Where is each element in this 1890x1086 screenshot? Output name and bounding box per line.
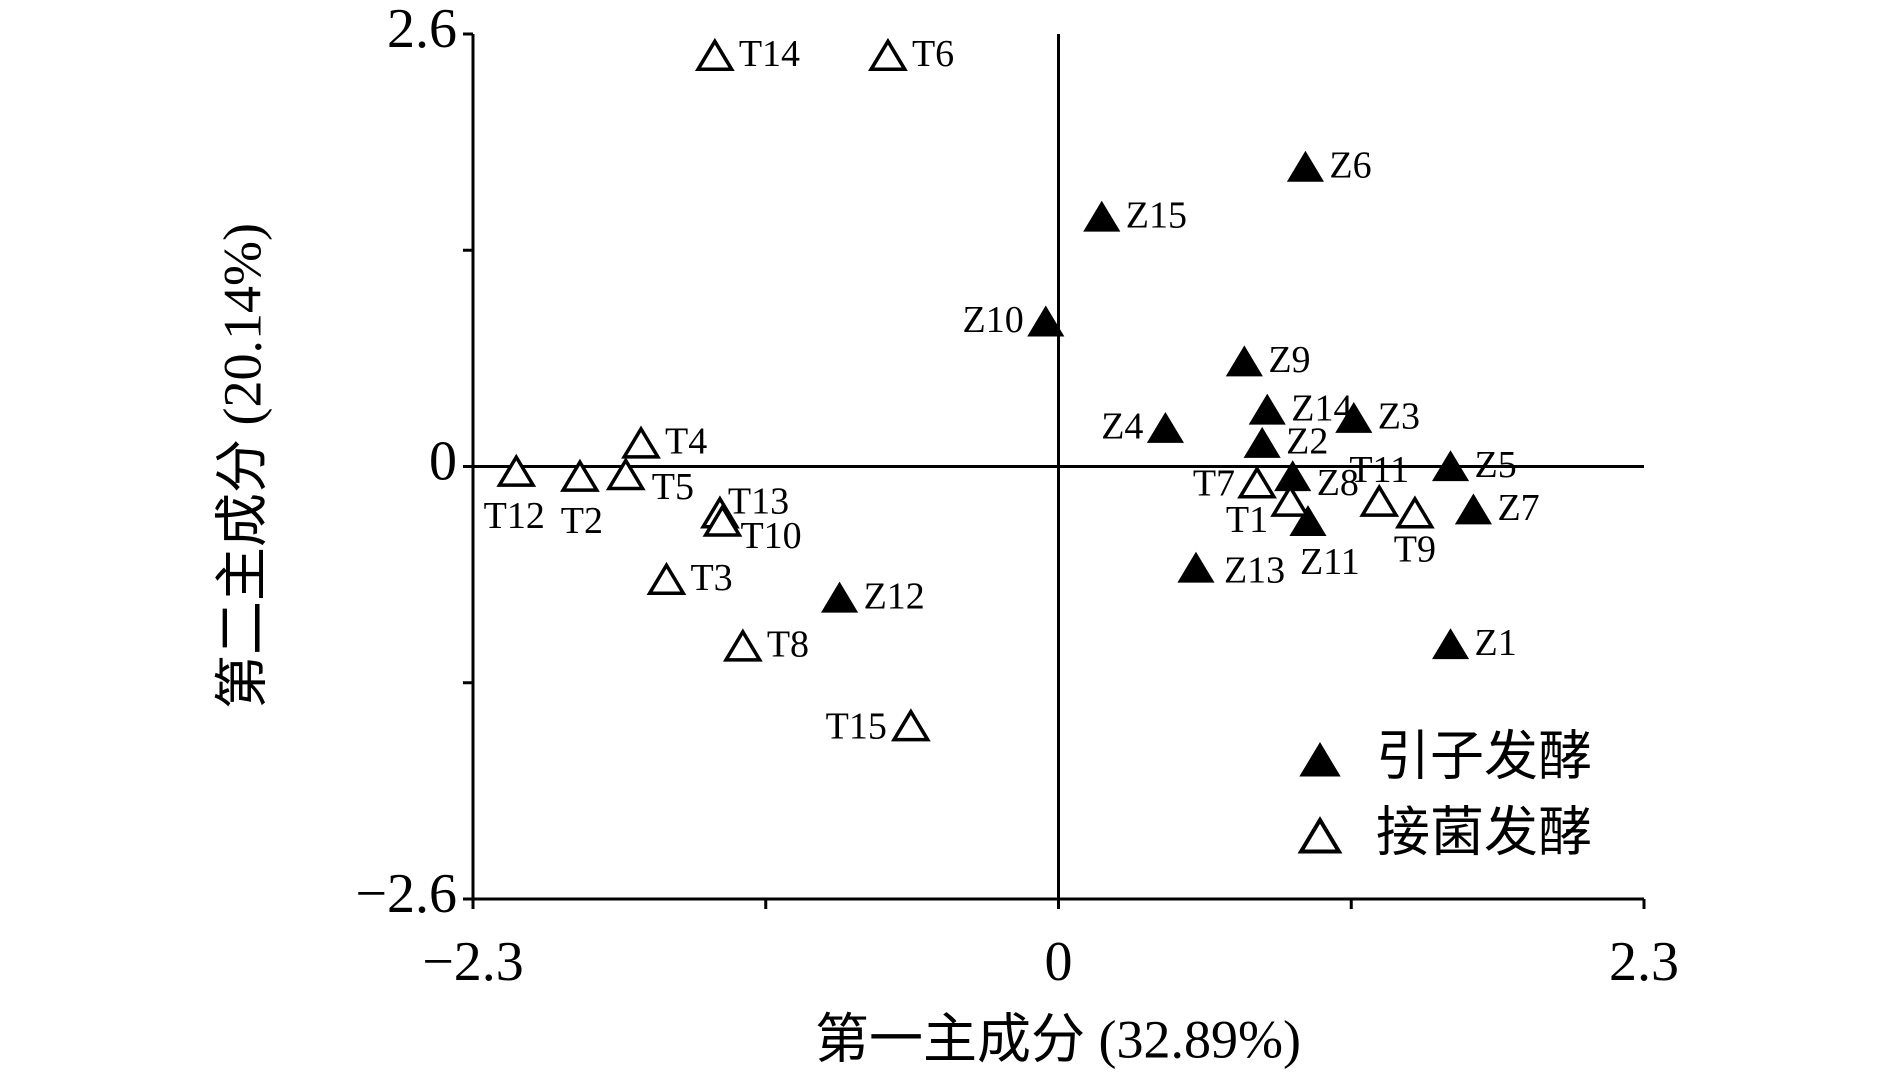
point-label: T7 [1193, 463, 1235, 505]
point-label: Z12 [864, 575, 925, 617]
point-label: Z8 [1317, 462, 1359, 504]
point-label: T6 [912, 33, 954, 75]
point-label: T3 [690, 557, 732, 599]
point-label: T14 [739, 33, 800, 75]
point-label: T10 [740, 515, 801, 557]
point-label: Z10 [963, 299, 1024, 341]
point-label: Z1 [1475, 622, 1517, 664]
point [1225, 345, 1263, 377]
point [694, 37, 735, 72]
point [1146, 411, 1184, 443]
point-label: Z15 [1126, 194, 1187, 236]
point-label: Z3 [1378, 396, 1420, 438]
point [1027, 305, 1065, 337]
point [1177, 551, 1215, 583]
point-label: T12 [484, 495, 545, 537]
point [868, 37, 908, 72]
point [496, 453, 537, 487]
y-axis-title: 第二主成分 (20.14%) [212, 223, 272, 709]
point [646, 561, 687, 596]
point [1237, 465, 1277, 499]
x-tick-label: 2.3 [1609, 931, 1679, 993]
point [890, 708, 931, 742]
point [1454, 493, 1493, 525]
point-label: T8 [767, 624, 809, 666]
point-label: Z4 [1101, 406, 1143, 448]
point [560, 458, 600, 492]
point [1083, 200, 1121, 232]
point-label: T4 [665, 421, 707, 463]
point [1243, 426, 1281, 458]
point-label: T13 [728, 480, 789, 522]
y-tick-label: 0 [429, 430, 457, 492]
point [1248, 393, 1286, 425]
point [1359, 483, 1400, 517]
point [722, 628, 763, 662]
y-tick-label: −2.6 [355, 863, 457, 925]
x-tick-label: −2.3 [422, 931, 524, 993]
point-label: Z9 [1268, 339, 1310, 381]
point-label: Z7 [1497, 487, 1539, 529]
point-label: T2 [561, 500, 603, 542]
point [1289, 505, 1327, 537]
point-label: Z2 [1286, 421, 1328, 463]
point-label: Z5 [1475, 444, 1517, 486]
point [1431, 450, 1470, 482]
x-tick-label: 0 [1045, 931, 1073, 993]
point-label: T9 [1394, 528, 1436, 570]
point [1335, 401, 1373, 433]
y-tick-label: 2.6 [387, 0, 457, 60]
point-label: Z6 [1329, 144, 1371, 186]
point [821, 581, 859, 613]
legend-marker [1299, 742, 1341, 777]
point-label: T1 [1226, 499, 1268, 541]
x-axis-title: 第一主成分 (32.89%) [815, 1009, 1301, 1069]
point [1431, 628, 1470, 660]
point-label: T15 [826, 705, 887, 747]
legend-label: 引子发酵 [1376, 726, 1592, 786]
point-label: T11 [1349, 449, 1409, 491]
point [702, 503, 743, 537]
point-label: Z13 [1224, 549, 1285, 591]
point-label: Z11 [1300, 541, 1360, 583]
legend-marker [1297, 816, 1343, 854]
legend-label: 接菌发酵 [1376, 802, 1592, 862]
point-label: T5 [652, 466, 694, 508]
point [1395, 495, 1435, 529]
point [1270, 483, 1311, 517]
point [1286, 150, 1324, 182]
point [605, 457, 646, 491]
point [621, 425, 661, 459]
